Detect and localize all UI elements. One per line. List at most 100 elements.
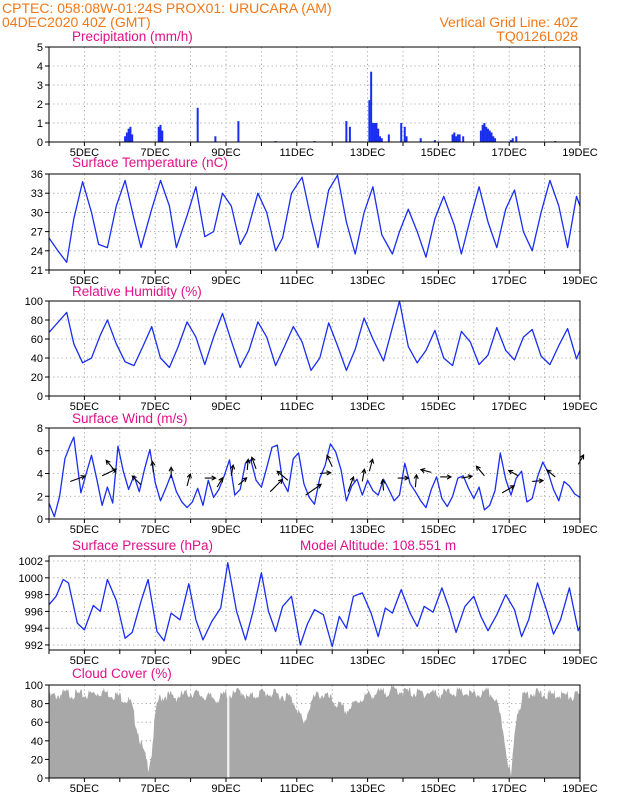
precip-bar bbox=[494, 138, 497, 142]
wind-arrow-head bbox=[80, 474, 86, 480]
precip-bar bbox=[214, 136, 217, 142]
precip-bar bbox=[375, 123, 378, 142]
wind-arrow-shaft bbox=[151, 461, 154, 473]
precip-bar bbox=[161, 130, 164, 142]
wind-ytick-label: 8 bbox=[37, 423, 43, 435]
temp-xtick-label: 13DEC bbox=[350, 275, 386, 287]
temp-xtick-label: 9DEC bbox=[211, 275, 240, 287]
precip-xtick-label: 5DEC bbox=[70, 147, 99, 159]
precip-ytick-label: 1 bbox=[37, 118, 43, 130]
precip-bar bbox=[458, 134, 461, 142]
wind-xtick-label: 11DEC bbox=[279, 524, 314, 536]
wind-arrow bbox=[168, 466, 174, 479]
wind-arrow-shaft bbox=[476, 465, 485, 477]
wind-arrow-shaft bbox=[230, 465, 234, 476]
precip-title: Precipitation (mm/h) bbox=[72, 29, 193, 44]
rh-xtick-label: 15DEC bbox=[421, 401, 457, 413]
wind-arrow-shaft bbox=[361, 469, 365, 482]
precip-bar bbox=[378, 136, 381, 142]
wind-arrow bbox=[413, 473, 419, 488]
wind-arrow-head bbox=[380, 478, 386, 485]
precip-ytick-label: 4 bbox=[37, 61, 43, 73]
precip-bar bbox=[488, 130, 491, 142]
precip-bar bbox=[433, 140, 436, 142]
cloud-xtick-label: 11DEC bbox=[279, 783, 314, 795]
rh-xtick-label: 7DEC bbox=[141, 401, 170, 413]
rh-xtick-label: 19DEC bbox=[562, 401, 598, 413]
precip-bar bbox=[124, 136, 127, 142]
pres-xtick-label: 17DEC bbox=[491, 655, 527, 667]
wind-arrow-head bbox=[509, 485, 516, 490]
rh-frame bbox=[48, 300, 581, 397]
wind-arrow bbox=[319, 470, 332, 476]
precip-bar bbox=[485, 126, 488, 142]
wind-arrow bbox=[546, 469, 556, 478]
precip-bar bbox=[486, 128, 489, 142]
precip-bar bbox=[348, 126, 351, 142]
precip-xtick-label: 7DEC bbox=[141, 147, 170, 159]
wind-arrow bbox=[216, 476, 224, 488]
wind-arrow-head bbox=[326, 470, 332, 476]
wind-arrow-shaft bbox=[420, 469, 432, 473]
wind-arrow-head bbox=[276, 470, 282, 476]
pres-ytick-label: 1002 bbox=[19, 556, 43, 568]
wind-arrow-head bbox=[168, 466, 174, 472]
precip-bar bbox=[479, 130, 482, 142]
temp-ytick-label: 21 bbox=[31, 265, 43, 277]
pres-ytick-label: 998 bbox=[25, 590, 43, 602]
precip-bar bbox=[490, 132, 493, 142]
rh-line bbox=[48, 300, 581, 372]
precip-bar bbox=[129, 126, 132, 142]
precip-bar bbox=[373, 123, 376, 142]
rh-title: Relative Humidity (%) bbox=[72, 284, 202, 299]
precip-bar bbox=[127, 128, 130, 142]
wind-arrow-shaft bbox=[461, 475, 473, 479]
wind-arrow-shaft bbox=[347, 476, 354, 492]
cloud-xtick-label: 17DEC bbox=[491, 783, 527, 795]
wind-arrow bbox=[461, 474, 474, 480]
pres-ytick-label: 992 bbox=[25, 640, 43, 652]
wind-arrow bbox=[326, 454, 333, 467]
cloud-title: Cloud Cover (%) bbox=[72, 666, 172, 681]
precip-bar bbox=[157, 126, 160, 142]
cloud-xtick-label: 15DEC bbox=[421, 783, 457, 795]
temp-title: Surface Temperature (nC) bbox=[72, 155, 228, 170]
rh-ytick-label: 100 bbox=[25, 296, 43, 308]
wind-arrow-head bbox=[475, 465, 481, 471]
wind-arrow bbox=[238, 477, 248, 486]
precip-bar bbox=[125, 132, 128, 142]
precip-bar bbox=[370, 71, 373, 142]
wind-arrow-shaft bbox=[70, 475, 86, 482]
precip-ytick-label: 5 bbox=[37, 42, 43, 54]
cloud-ytick-label: 100 bbox=[25, 680, 43, 692]
pres-xtick-label: 15DEC bbox=[421, 655, 457, 667]
rh-ytick-label: 60 bbox=[31, 334, 43, 346]
precip-bar bbox=[387, 134, 390, 142]
wind-arrow bbox=[380, 478, 386, 491]
precip-bar bbox=[345, 121, 348, 142]
wind-arrow bbox=[229, 463, 236, 476]
precip-xtick-label: 13DEC bbox=[350, 147, 386, 159]
temp-ytick-label: 27 bbox=[31, 227, 43, 239]
wind-arrow-head bbox=[218, 476, 224, 483]
temp-ytick-label: 36 bbox=[31, 169, 43, 181]
wind-arrow bbox=[368, 458, 375, 472]
rh-xtick-label: 5DEC bbox=[70, 401, 99, 413]
precip-bar bbox=[515, 136, 518, 142]
wind-arrow bbox=[397, 475, 410, 481]
precip-xtick-label: 11DEC bbox=[279, 147, 314, 159]
wind-arrow-shaft bbox=[382, 479, 385, 491]
wind-arrow-shaft bbox=[131, 475, 142, 486]
precip-bar bbox=[405, 136, 408, 142]
wind-arrow-head bbox=[326, 454, 331, 460]
wind-arrow-head bbox=[349, 475, 355, 482]
wind-arrow-shaft bbox=[276, 470, 289, 481]
wind-arrow-shaft bbox=[368, 459, 374, 472]
precip-bar bbox=[455, 136, 458, 142]
wind-arrow bbox=[440, 474, 453, 480]
wind-arrow bbox=[419, 467, 432, 474]
wind-arrow bbox=[501, 485, 516, 494]
wind-arrow bbox=[507, 469, 519, 477]
